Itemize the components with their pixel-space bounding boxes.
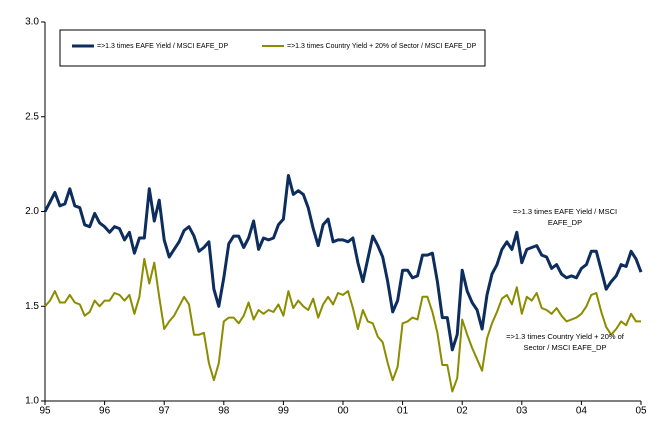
y-tick-label: 1.0: [25, 396, 39, 407]
x-tick-label: 96: [99, 406, 111, 417]
series-line: [43, 174, 643, 352]
y-tick-label: 3.0: [25, 17, 39, 28]
annotation: Sector / MSCI EAFE_DP: [524, 343, 607, 352]
legend-label: =>1.3 times Country Yield + 20% of Secto…: [287, 43, 477, 50]
x-tick-label: 97: [159, 406, 171, 417]
x-tick-label: 95: [39, 406, 51, 417]
y-tick-label: 1.5: [25, 301, 39, 312]
x-tick-label: 00: [337, 406, 349, 417]
x-tick-label: 05: [635, 406, 647, 417]
annotation: =>1.3 times Country Yield + 20% of: [506, 332, 625, 341]
x-tick-label: 04: [576, 406, 588, 417]
series-line: [44, 257, 641, 393]
y-tick-label: 2.5: [25, 111, 39, 122]
x-tick-label: 98: [218, 406, 230, 417]
y-tick-label: 2.0: [25, 206, 39, 217]
annotation: EAFE_DP: [548, 218, 582, 227]
legend-box: [59, 29, 486, 67]
x-tick-label: 99: [278, 406, 290, 417]
legend-label: =>1.3 times EAFE Yield / MSCI EAFE_DP: [97, 43, 228, 50]
x-tick-label: 03: [516, 406, 528, 417]
x-tick-label: 02: [457, 406, 469, 417]
annotation: =>1.3 times EAFE Yield / MSCI: [513, 207, 617, 216]
x-tick-label: 01: [397, 406, 409, 417]
